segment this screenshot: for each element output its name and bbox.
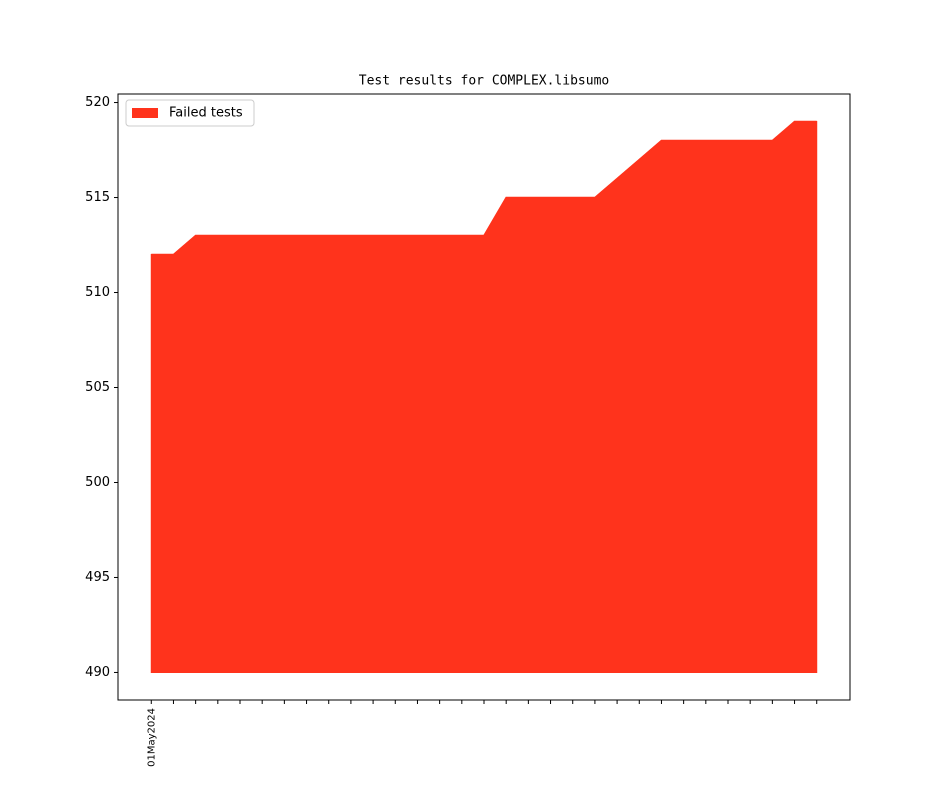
y-tick-label: 520 bbox=[85, 95, 110, 110]
area-line bbox=[151, 120, 817, 256]
legend-label: Failed tests bbox=[169, 106, 243, 121]
area-fill bbox=[150, 121, 818, 673]
y-tick-label: 495 bbox=[85, 570, 110, 585]
y-tick-label: 505 bbox=[85, 380, 110, 395]
y-tick-label: 510 bbox=[85, 285, 110, 300]
y-tick-label: 490 bbox=[85, 665, 110, 680]
legend-frame bbox=[125, 99, 255, 127]
legend-swatch bbox=[132, 108, 158, 118]
x-tick-label: 01May2024 bbox=[146, 708, 157, 767]
legend: Failed tests bbox=[125, 99, 255, 127]
y-tick-label: 500 bbox=[85, 475, 110, 490]
chart-title: Test results for COMPLEX.libsumo bbox=[359, 74, 609, 89]
y-tick-label: 515 bbox=[85, 190, 110, 205]
